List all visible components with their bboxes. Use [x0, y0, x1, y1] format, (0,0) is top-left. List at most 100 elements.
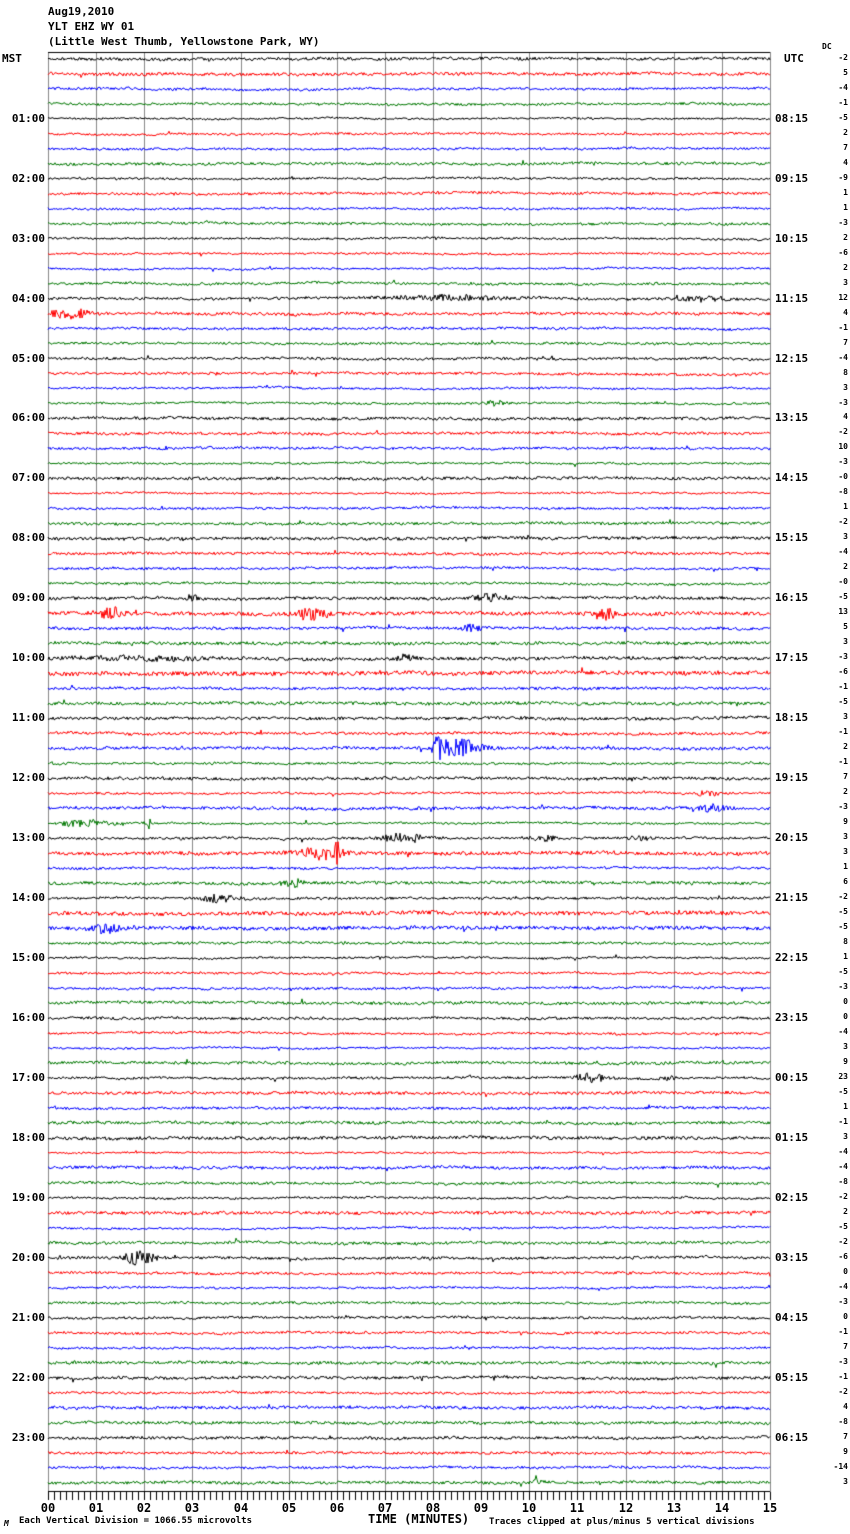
mst-hour-label: 12:00 [11, 771, 45, 784]
dc-offset-value: 2 [843, 742, 848, 751]
minute-tick-label: 04 [233, 1501, 249, 1515]
title-station: YLT EHZ WY 01 [48, 20, 135, 33]
dc-offset-value: 3 [843, 712, 848, 721]
mst-hour-label: 17:00 [11, 1071, 45, 1084]
dc-offset-value: 2 [843, 233, 848, 242]
dc-offset-value: 9 [843, 1057, 848, 1066]
dc-offset-value: 6 [843, 877, 848, 886]
utc-hour-label: 00:15 [775, 1071, 809, 1084]
mst-hour-label: 15:00 [11, 951, 45, 964]
dc-offset-value: 3 [843, 832, 848, 841]
dc-offset-value: 1 [843, 502, 848, 511]
dc-offset-value: 2 [843, 562, 848, 571]
dc-offset-value: -1 [838, 757, 848, 766]
dc-offset-value: -4 [838, 353, 848, 362]
dc-offset-value: 3 [843, 847, 848, 856]
minute-tick-label: 05 [281, 1501, 297, 1515]
mst-hour-label: 04:00 [11, 292, 45, 305]
dc-offset-value: 1 [843, 188, 848, 197]
dc-offset-value: -3 [838, 398, 848, 407]
title-date: Aug19,2010 [48, 5, 115, 18]
dc-offset-value: 7 [843, 1342, 848, 1351]
minute-tick-label: 07 [377, 1501, 393, 1515]
dc-offset-value: 4 [843, 412, 848, 421]
dc-offset-value: -2 [838, 1387, 848, 1396]
dc-offset-value: 4 [843, 308, 848, 317]
dc-offset-value: -0 [838, 472, 848, 481]
utc-hour-label: 14:15 [775, 471, 809, 484]
dc-offset-value: 0 [843, 997, 848, 1006]
utc-hour-label: 05:15 [775, 1371, 809, 1384]
mst-hour-label: 05:00 [11, 352, 45, 365]
minute-tick-label: 08 [425, 1501, 441, 1515]
dc-offset-header: DC [822, 42, 832, 51]
right-axis-header-utc: UTC [784, 52, 804, 65]
utc-hour-label: 15:15 [775, 531, 809, 544]
mst-hour-label: 23:00 [11, 1431, 45, 1444]
dc-offset-value: -1 [838, 323, 848, 332]
dc-offset-value: 7 [843, 1432, 848, 1441]
dc-offset-value: 4 [843, 1402, 848, 1411]
x-axis-title: TIME (MINUTES) [368, 1512, 470, 1526]
minute-tick-label: 00 [40, 1501, 56, 1515]
dc-offset-value: -14 [833, 1462, 848, 1471]
utc-hour-label: 02:15 [775, 1191, 809, 1204]
utc-hour-label: 11:15 [775, 292, 809, 305]
dc-offset-value: 9 [843, 1447, 848, 1456]
mst-hour-label: 09:00 [11, 591, 45, 604]
dc-offset-value: -5 [838, 922, 848, 931]
dc-offset-value: 3 [843, 383, 848, 392]
dc-offset-value: -3 [838, 982, 848, 991]
dc-offset-value: -4 [838, 547, 848, 556]
clip-note: Traces clipped at plus/minus 5 vertical … [489, 1517, 755, 1527]
dc-offset-value: -3 [838, 652, 848, 661]
utc-hour-label: 19:15 [775, 771, 809, 784]
mst-hour-label: 16:00 [11, 1011, 45, 1024]
utc-hour-label: 12:15 [775, 352, 809, 365]
dc-offset-value: 2 [843, 1207, 848, 1216]
mst-hour-label: 06:00 [11, 411, 45, 424]
dc-offset-value: -0 [838, 577, 848, 586]
dc-offset-value: -5 [838, 907, 848, 916]
utc-hour-label: 23:15 [775, 1011, 809, 1024]
dc-offset-value: -3 [838, 457, 848, 466]
mst-hour-label: 08:00 [11, 531, 45, 544]
dc-offset-value: 3 [843, 532, 848, 541]
utc-hour-label: 04:15 [775, 1311, 809, 1324]
dc-offset-value: -2 [838, 517, 848, 526]
minute-tick-label: 06 [329, 1501, 345, 1515]
mst-hour-label: 01:00 [11, 112, 45, 125]
dc-offset-value: -4 [838, 83, 848, 92]
utc-hour-label: 13:15 [775, 411, 809, 424]
minute-tick-label: 09 [473, 1501, 489, 1515]
dc-offset-value: -2 [838, 1192, 848, 1201]
dc-offset-value: -5 [838, 113, 848, 122]
dc-offset-value: 2 [843, 787, 848, 796]
dc-offset-value: -2 [838, 427, 848, 436]
title-location: (Little West Thumb, Yellowstone Park, WY… [48, 35, 320, 48]
dc-offset-value: -8 [838, 1417, 848, 1426]
dc-offset-value: -6 [838, 248, 848, 257]
dc-offset-value: -4 [838, 1282, 848, 1291]
minute-tick-label: 10 [521, 1501, 537, 1515]
scale-note: Each Vertical Division = 1066.55 microvo… [19, 1516, 252, 1526]
mst-hour-label: 21:00 [11, 1311, 45, 1324]
mst-hour-label: 20:00 [11, 1251, 45, 1264]
dc-offset-value: 2 [843, 128, 848, 137]
mst-hour-label: 02:00 [11, 172, 45, 185]
utc-hour-label: 22:15 [775, 951, 809, 964]
dc-offset-value: 7 [843, 143, 848, 152]
dc-offset-value: -2 [838, 1237, 848, 1246]
mst-hour-label: 03:00 [11, 232, 45, 245]
minute-tick-label: 12 [618, 1501, 634, 1515]
utc-hour-label: 06:15 [775, 1431, 809, 1444]
dc-offset-value: -1 [838, 682, 848, 691]
dc-offset-value: 10 [838, 442, 848, 451]
dc-offset-value: 5 [843, 622, 848, 631]
mst-hour-label: 22:00 [11, 1371, 45, 1384]
dc-offset-value: 12 [838, 293, 848, 302]
dc-offset-value: -8 [838, 1177, 848, 1186]
dc-offset-value: 1 [843, 862, 848, 871]
